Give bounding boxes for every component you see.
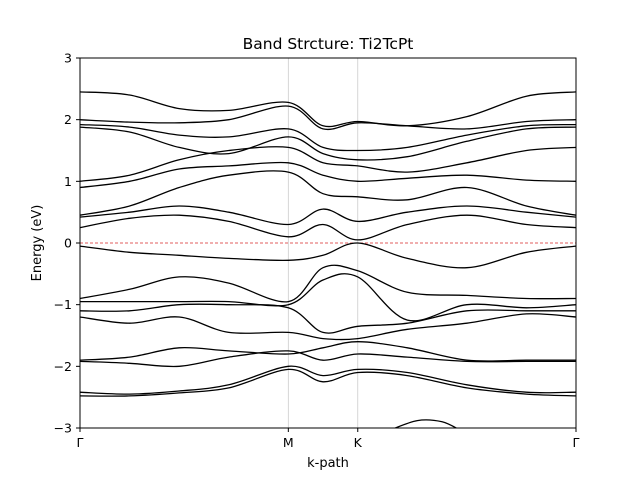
y-tick-label: 0: [64, 236, 72, 251]
band-2: [80, 123, 576, 152]
band-10: [80, 264, 576, 303]
x-tick-label: Γ: [77, 435, 84, 450]
x-axis-label: k-path: [307, 456, 349, 471]
band-0: [80, 91, 576, 128]
band-7: [80, 205, 576, 226]
chart-title: Band Strcture: Ti2TcPt: [243, 35, 414, 53]
band-4: [80, 146, 576, 182]
y-tick-label: 2: [64, 112, 72, 127]
band-8: [80, 214, 576, 241]
y-tick-label: 3: [64, 51, 72, 66]
x-tick-label: Γ: [573, 435, 580, 450]
plot-frame: [79, 57, 577, 429]
band-12: [80, 303, 576, 334]
band-3: [80, 126, 576, 161]
y-axis-label: Energy (eV): [30, 205, 45, 282]
bands: [80, 91, 576, 428]
band-6: [80, 170, 576, 216]
y-tick-label: 1: [64, 174, 72, 189]
y-tick-label: −3: [54, 421, 72, 436]
x-tick-label: M: [283, 435, 294, 450]
x-tick-label: K: [354, 435, 363, 450]
band-13: [80, 313, 576, 341]
y-tick-label: −1: [54, 297, 72, 312]
band-18: [393, 419, 458, 428]
band-11: [80, 273, 576, 322]
band-15: [80, 350, 576, 368]
band-17: [80, 368, 576, 397]
band-5: [80, 161, 576, 189]
band-1: [80, 105, 576, 131]
y-ticks: −3 −2 −1 0 1 2 3: [54, 51, 80, 436]
band-16: [80, 365, 576, 395]
y-tick-label: −2: [54, 359, 72, 374]
band-9: [80, 242, 576, 269]
